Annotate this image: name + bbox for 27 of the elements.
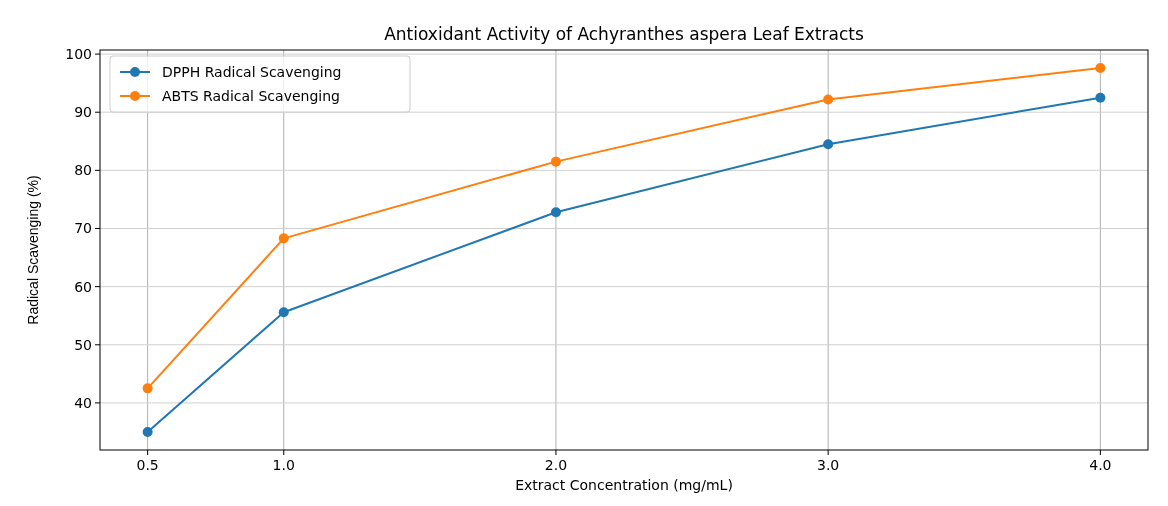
y-tick-label: 90	[74, 104, 92, 121]
point	[550, 207, 561, 218]
x-tick-label: 4.0	[1089, 457, 1112, 473]
point	[823, 139, 834, 150]
point	[823, 94, 834, 105]
x-tick-label: 3.0	[817, 457, 840, 473]
y-tick-label: 70	[74, 220, 92, 237]
y-tick-label: 80	[74, 162, 92, 179]
y-tick-label: 50	[74, 336, 92, 353]
y-tick-label: 60	[74, 278, 92, 295]
point	[142, 426, 153, 437]
point	[1095, 63, 1106, 74]
point	[1095, 92, 1106, 103]
y-tick-label: 40	[74, 394, 92, 411]
point	[550, 156, 561, 167]
point	[278, 233, 289, 244]
x-tick-label: 2.0	[544, 457, 568, 473]
legend-label: ABTS Radical Scavenging	[162, 88, 340, 104]
x-tick-label: 0.5	[136, 457, 159, 473]
point	[142, 383, 153, 394]
x-axis-title: Extract Concentration (mg/mL)	[515, 477, 733, 493]
x-tick-label: 1.0	[272, 457, 295, 473]
point	[278, 307, 289, 318]
y-axis-title: Radical Scavenging (%)	[25, 175, 41, 325]
legend-label: DPPH Radical Scavenging	[162, 64, 342, 80]
chart-title: Antioxidant Activity of Achyranthes aspera Leaf Extracts	[384, 24, 864, 44]
y-tick-label: 100	[65, 46, 92, 63]
